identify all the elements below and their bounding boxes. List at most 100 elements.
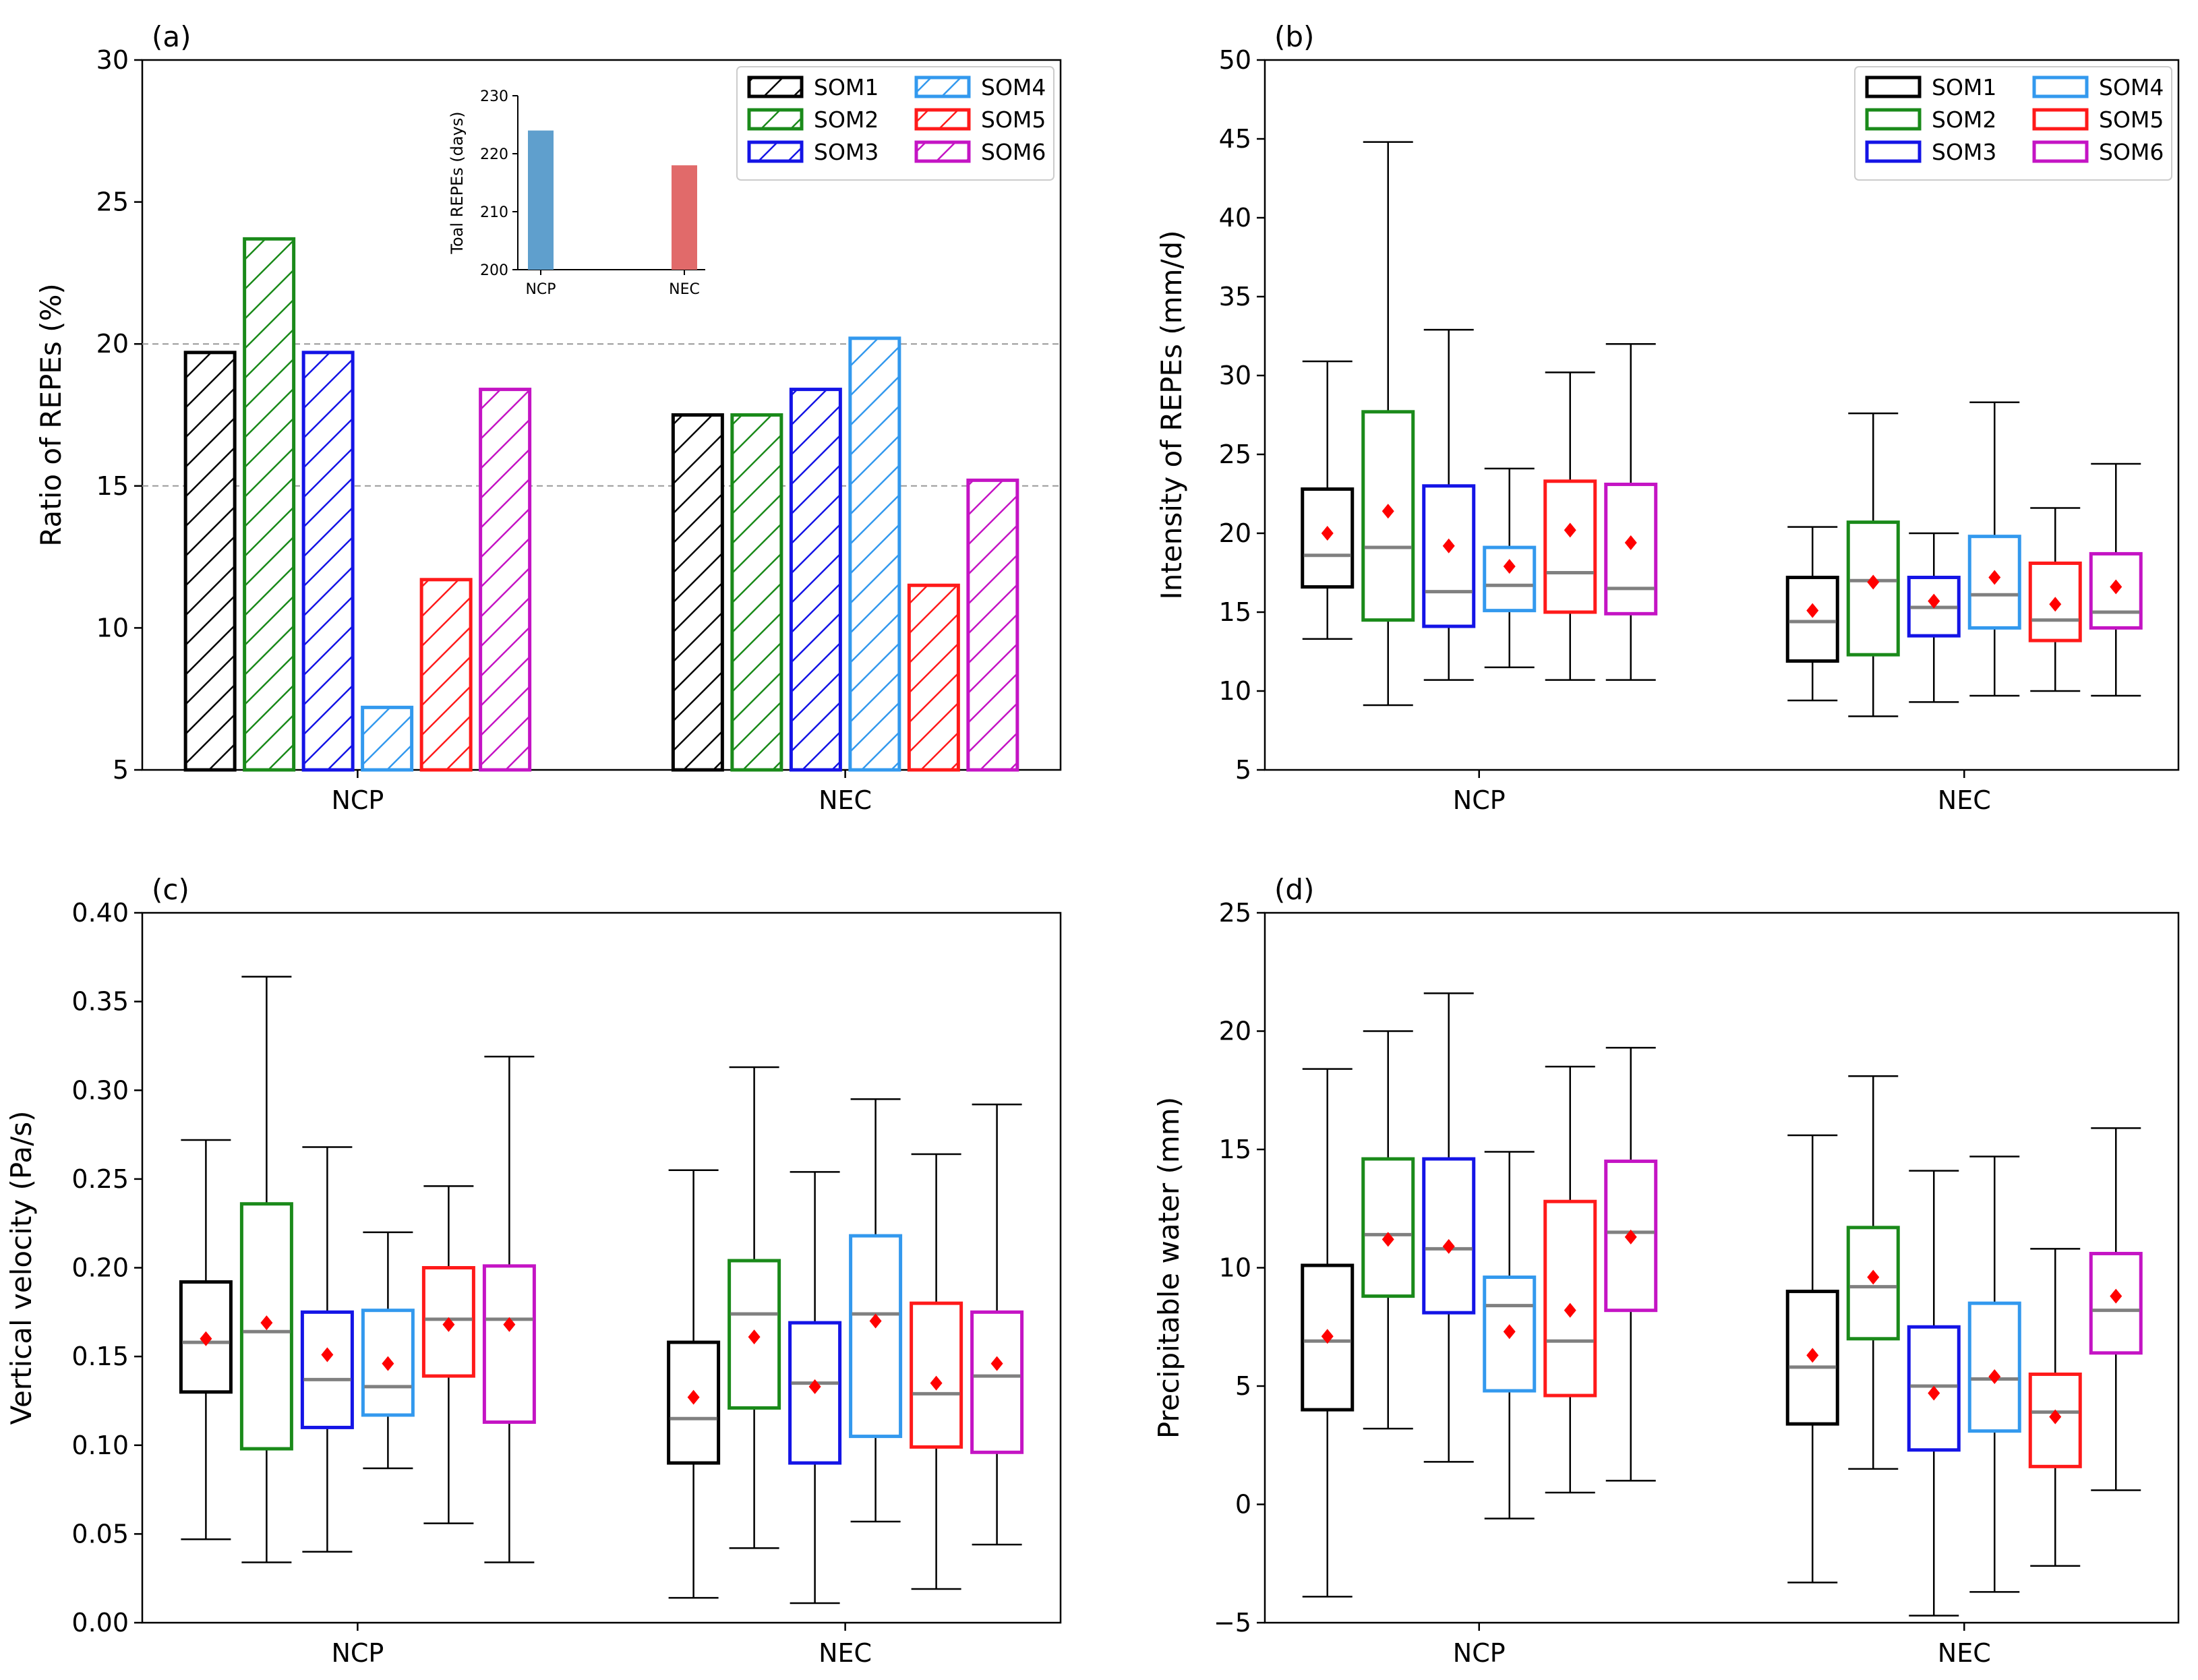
mean-marker <box>2049 1409 2062 1424</box>
y-tick-label: 0.10 <box>71 1431 129 1460</box>
box-som6-nec <box>2089 462 2143 697</box>
mean-marker <box>200 1331 212 1346</box>
mean-marker <box>1564 1302 1576 1318</box>
iqr-box <box>300 1310 354 1429</box>
mean-marker <box>2049 597 2062 612</box>
legend-label-som2: SOM2 <box>1932 107 1996 133</box>
inset-x-tick-label: NEC <box>669 281 700 298</box>
box-som2-ncp <box>1361 141 1415 707</box>
iqr-box <box>1361 1157 1415 1298</box>
mean-marker <box>1564 522 1576 538</box>
iqr-box <box>482 1264 536 1424</box>
x-tick-label: NCP <box>331 785 384 815</box>
mean-marker <box>260 1315 273 1331</box>
y-tick-label: 0 <box>1235 1490 1251 1520</box>
legend: SOM1 SOM2 SOM3 SOM4 SOM5 SOM6 <box>1854 66 2172 181</box>
box-som1-nec <box>1785 526 1839 702</box>
y-tick-label: 45 <box>1219 124 1251 154</box>
box-som2-nec <box>727 1066 781 1549</box>
y-axis-label: Vertical velocity (Pa/s) <box>5 1110 38 1424</box>
mean-marker <box>1442 538 1455 553</box>
y-tick-label: 0.40 <box>71 898 129 928</box>
panel-label: (c) <box>152 873 189 906</box>
iqr-box <box>910 1301 963 1449</box>
x-tick-label: NCP <box>1453 785 1506 815</box>
panel-c: (c) 0.00 0.05 0.10 0.15 0.20 0.25 0.30 0.35 0.40 V… <box>5 873 1062 1668</box>
y-tick-label: 0.35 <box>71 987 129 1017</box>
mean-marker <box>1806 603 1819 618</box>
inset-y-axis-label: Toal REPEs (days) <box>448 111 467 254</box>
panel-d: (d) −5 0 5 10 15 20 25 Precipitable water (mm) NC… <box>1152 873 2180 1668</box>
mean-marker <box>1806 1348 1819 1363</box>
bar-som1-nec <box>671 413 724 772</box>
mean-marker <box>1988 570 2001 585</box>
mean-marker <box>990 1356 1003 1371</box>
legend-swatch-som1 <box>1865 76 1922 98</box>
bar-som3-nec <box>789 388 842 772</box>
mean-marker <box>503 1317 516 1332</box>
mean-marker <box>808 1379 821 1394</box>
panel-b: (b) 5 10 15 20 25 30 35 40 45 50 Intensity of REPEs… <box>1155 20 2180 815</box>
y-tick-label: 15 <box>1219 1135 1251 1164</box>
box-som5-nec <box>2028 1248 2082 1567</box>
legend-swatch-som6 <box>2032 140 2089 163</box>
box-som5-ncp <box>1543 371 1597 681</box>
box-som5-nec <box>910 1153 963 1590</box>
y-tick-label: 40 <box>1219 203 1251 233</box>
y-tick-label: 20 <box>96 329 129 359</box>
y-tick-label: 10 <box>1219 1253 1251 1283</box>
legend-swatch-som5 <box>2032 108 2089 131</box>
box-som6-ncp <box>482 1055 536 1563</box>
box-som2-nec <box>1846 1075 1900 1470</box>
panel-label: (a) <box>152 20 191 53</box>
legend-label-som1: SOM1 <box>814 74 879 100</box>
iqr-box <box>1422 484 1476 628</box>
mean-marker <box>1442 1238 1455 1254</box>
iqr-box <box>1483 545 1537 613</box>
iqr-box <box>1483 1276 1537 1393</box>
mean-marker <box>1928 593 1940 609</box>
legend: SOM1 SOM2 SOM3 SOM4 SOM5 SOM6 <box>736 66 1055 181</box>
y-tick-label: 50 <box>1219 45 1251 75</box>
box-som1-nec <box>667 1169 721 1599</box>
box-som6-nec <box>2089 1127 2143 1491</box>
plot-frame <box>141 59 1062 771</box>
y-tick-label: 0.15 <box>71 1342 129 1371</box>
y-tick-label: 25 <box>1219 898 1251 928</box>
legend-label-som5: SOM5 <box>2099 107 2164 133</box>
mean-marker <box>1382 504 1394 519</box>
y-tick-label: 5 <box>1235 1371 1251 1401</box>
iqr-box <box>1967 535 2021 630</box>
box-som5-nec <box>2028 507 2082 692</box>
box-som2-nec <box>1846 412 1900 717</box>
box-som4-nec <box>1967 1156 2021 1593</box>
mean-marker <box>1503 559 1516 574</box>
legend-swatch-som3 <box>1865 140 1922 163</box>
bar-som3-ncp <box>301 351 355 772</box>
mean-marker <box>1624 535 1637 551</box>
legend-frame <box>1854 66 2172 181</box>
box-som2-ncp <box>239 976 293 1563</box>
box-som4-nec <box>849 1098 903 1523</box>
iqr-box <box>1543 479 1597 614</box>
y-tick-label: 0.05 <box>71 1519 129 1549</box>
y-tick-label: 20 <box>1219 518 1251 548</box>
y-tick-label: 15 <box>1219 597 1251 627</box>
inset-bar-nec <box>672 165 697 270</box>
box-som4-ncp <box>1483 467 1537 669</box>
y-tick-label: 5 <box>1235 755 1251 785</box>
mean-marker <box>1382 1232 1394 1247</box>
mean-marker <box>2110 579 2122 595</box>
legend-swatch-som5 <box>914 108 971 131</box>
inset-y-tick-label: 220 <box>480 146 508 163</box>
mean-marker <box>748 1329 761 1345</box>
box-som3-nec <box>1907 1170 1961 1617</box>
mean-marker <box>930 1375 943 1391</box>
mean-marker <box>1321 1329 1334 1344</box>
legend-label-som3: SOM3 <box>1932 139 1996 165</box>
inset-y-tick-label: 210 <box>480 204 508 221</box>
y-tick-label: 10 <box>96 613 129 642</box>
legend-label-som6: SOM6 <box>981 139 1046 165</box>
bar-som2-nec <box>730 413 783 772</box>
